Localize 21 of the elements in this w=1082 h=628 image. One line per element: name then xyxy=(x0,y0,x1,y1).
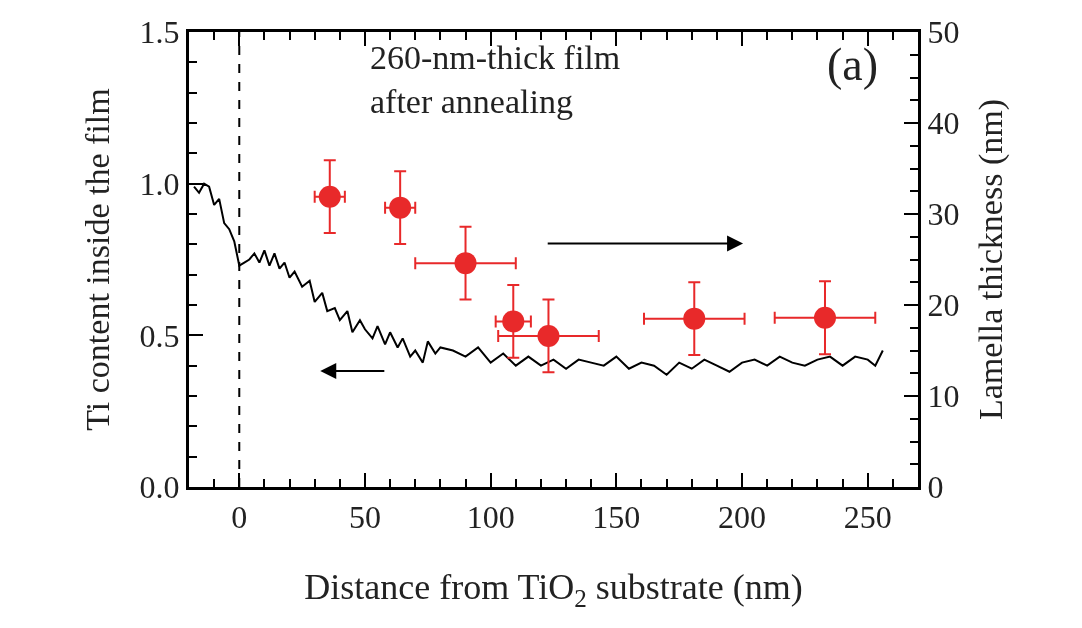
y2-tick-label: 30 xyxy=(927,196,960,233)
x-tick-label: 200 xyxy=(718,499,767,536)
x-tick-label: 50 xyxy=(348,499,381,536)
x-tick-label: 250 xyxy=(843,499,892,536)
x-tick-label: 150 xyxy=(592,499,641,536)
y-tick-label: 1.0 xyxy=(139,165,180,202)
y-tick-label: 0.5 xyxy=(139,317,180,354)
y2-tick-label: 10 xyxy=(927,378,960,415)
y2-tick-label: 50 xyxy=(927,14,960,51)
x-axis-title: Distance from TiO$_{2}$ substrate (nm) xyxy=(304,567,803,612)
y2-tick-label: 20 xyxy=(927,287,960,324)
annotation: 260-nm-thick film after annealing xyxy=(370,39,621,121)
annotation: (a) xyxy=(827,39,879,90)
y-tick-label: 0.0 xyxy=(139,469,180,506)
y-tick-label: 1.5 xyxy=(139,14,180,51)
y2-axis-title: Lamella thickness (nm) xyxy=(971,98,1010,421)
y2-tick-label: 0 xyxy=(927,469,944,506)
y-axis-title: Ti content inside the film xyxy=(79,88,117,431)
y2-tick-label: 40 xyxy=(927,105,960,142)
x-tick-label: 100 xyxy=(466,499,515,536)
x-tick-label: 0 xyxy=(231,499,248,536)
